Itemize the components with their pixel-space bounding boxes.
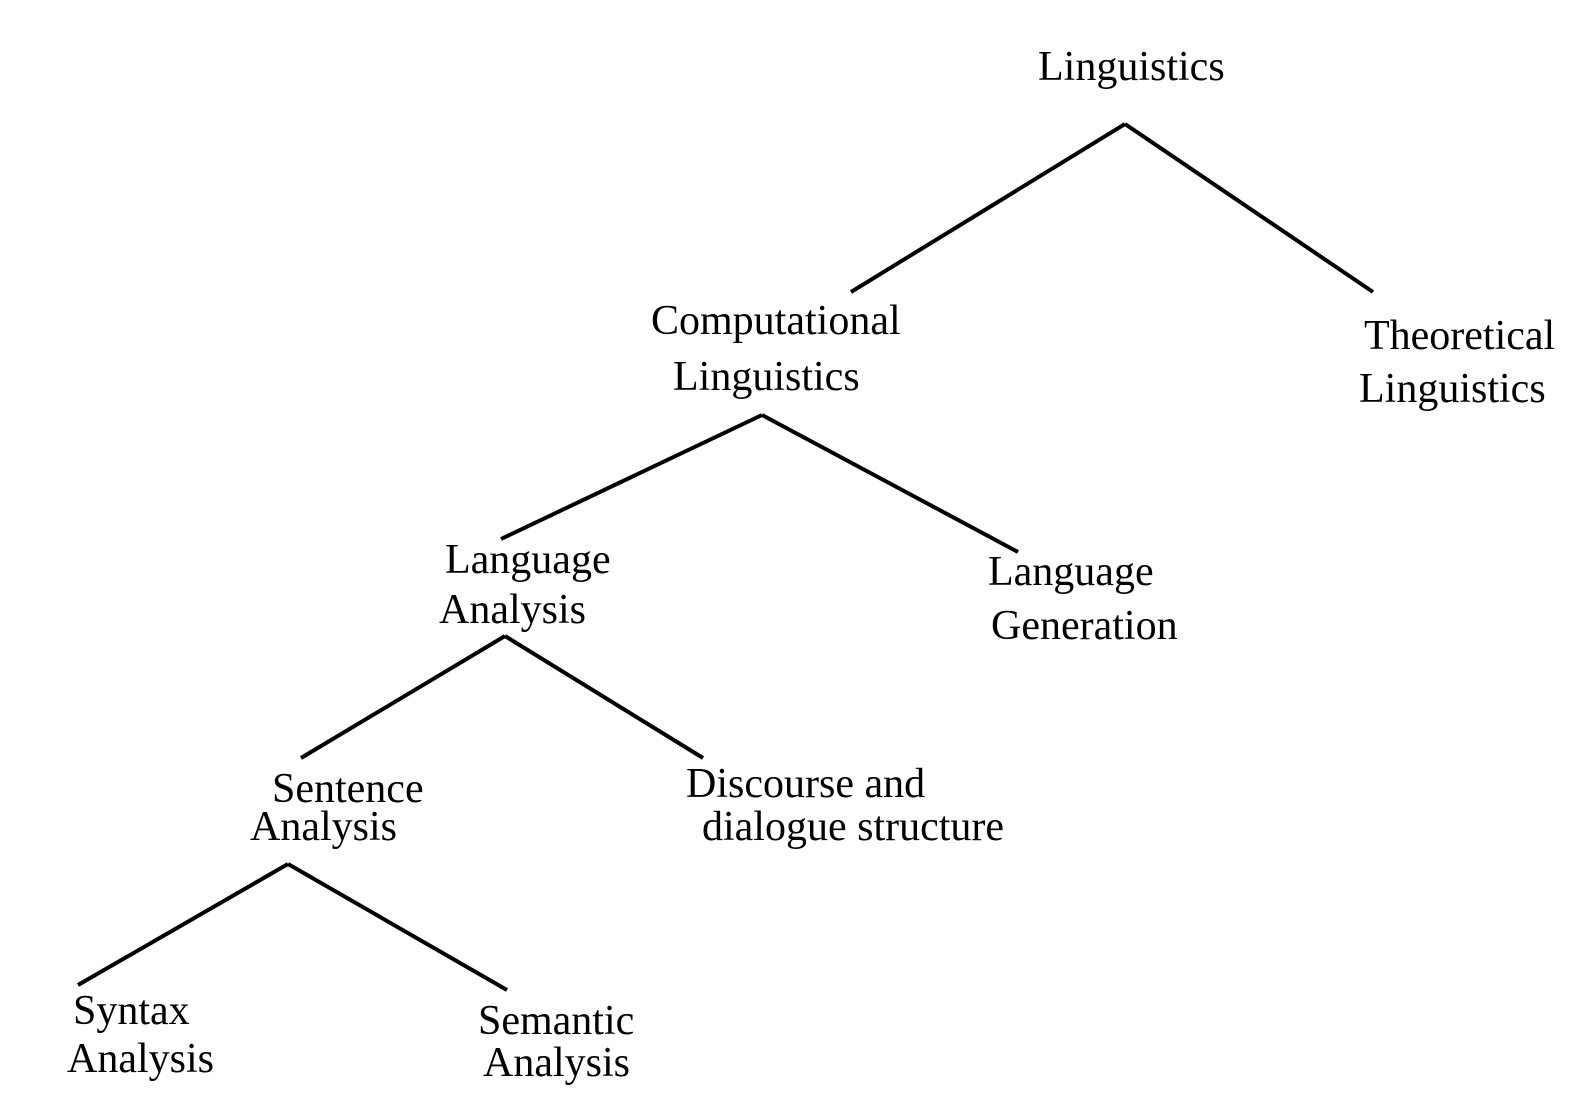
edge-sentence-analysis-to-semantic bbox=[287, 862, 508, 992]
node-language-analysis-line-2: Analysis bbox=[439, 587, 586, 633]
node-sentence-analysis-line-1: Sentence bbox=[272, 766, 424, 812]
node-semantic-analysis-line-2: Analysis bbox=[483, 1040, 630, 1086]
node-syntax-analysis-line-1: Syntax bbox=[73, 988, 190, 1034]
edge-root-to-theoretical bbox=[1123, 122, 1375, 294]
edge-computational-to-language-analysis bbox=[500, 413, 763, 541]
edge-computational-to-language-generation bbox=[761, 413, 1019, 554]
node-computational-linguistics-line-1: Computational bbox=[651, 298, 901, 344]
node-sentence-analysis-line-2: Analysis bbox=[250, 804, 397, 850]
node-syntax-analysis-line-2: Analysis bbox=[67, 1036, 214, 1082]
node-semantic-analysis-line-1: Semantic bbox=[478, 998, 635, 1044]
node-theoretical-linguistics-line-1: Theoretical bbox=[1364, 313, 1556, 359]
node-linguistics: Linguistics bbox=[1038, 44, 1225, 90]
edge-language-analysis-to-sentence-analysis bbox=[299, 634, 507, 760]
node-computational-linguistics-line-2: Linguistics bbox=[673, 354, 860, 400]
edge-sentence-analysis-to-syntax bbox=[77, 862, 289, 987]
node-theoretical-linguistics-line-2: Linguistics bbox=[1359, 366, 1546, 412]
node-discourse-line-2: dialogue structure bbox=[702, 804, 1005, 850]
node-language-generation-line-2: Generation bbox=[991, 603, 1178, 649]
edge-root-to-computational bbox=[849, 122, 1127, 294]
node-language-generation-line-1: Language bbox=[988, 549, 1154, 595]
node-discourse-line-1: Discourse and bbox=[686, 761, 926, 807]
edge-language-analysis-to-discourse bbox=[503, 634, 705, 760]
node-language-analysis-line-1: Language bbox=[445, 537, 611, 583]
